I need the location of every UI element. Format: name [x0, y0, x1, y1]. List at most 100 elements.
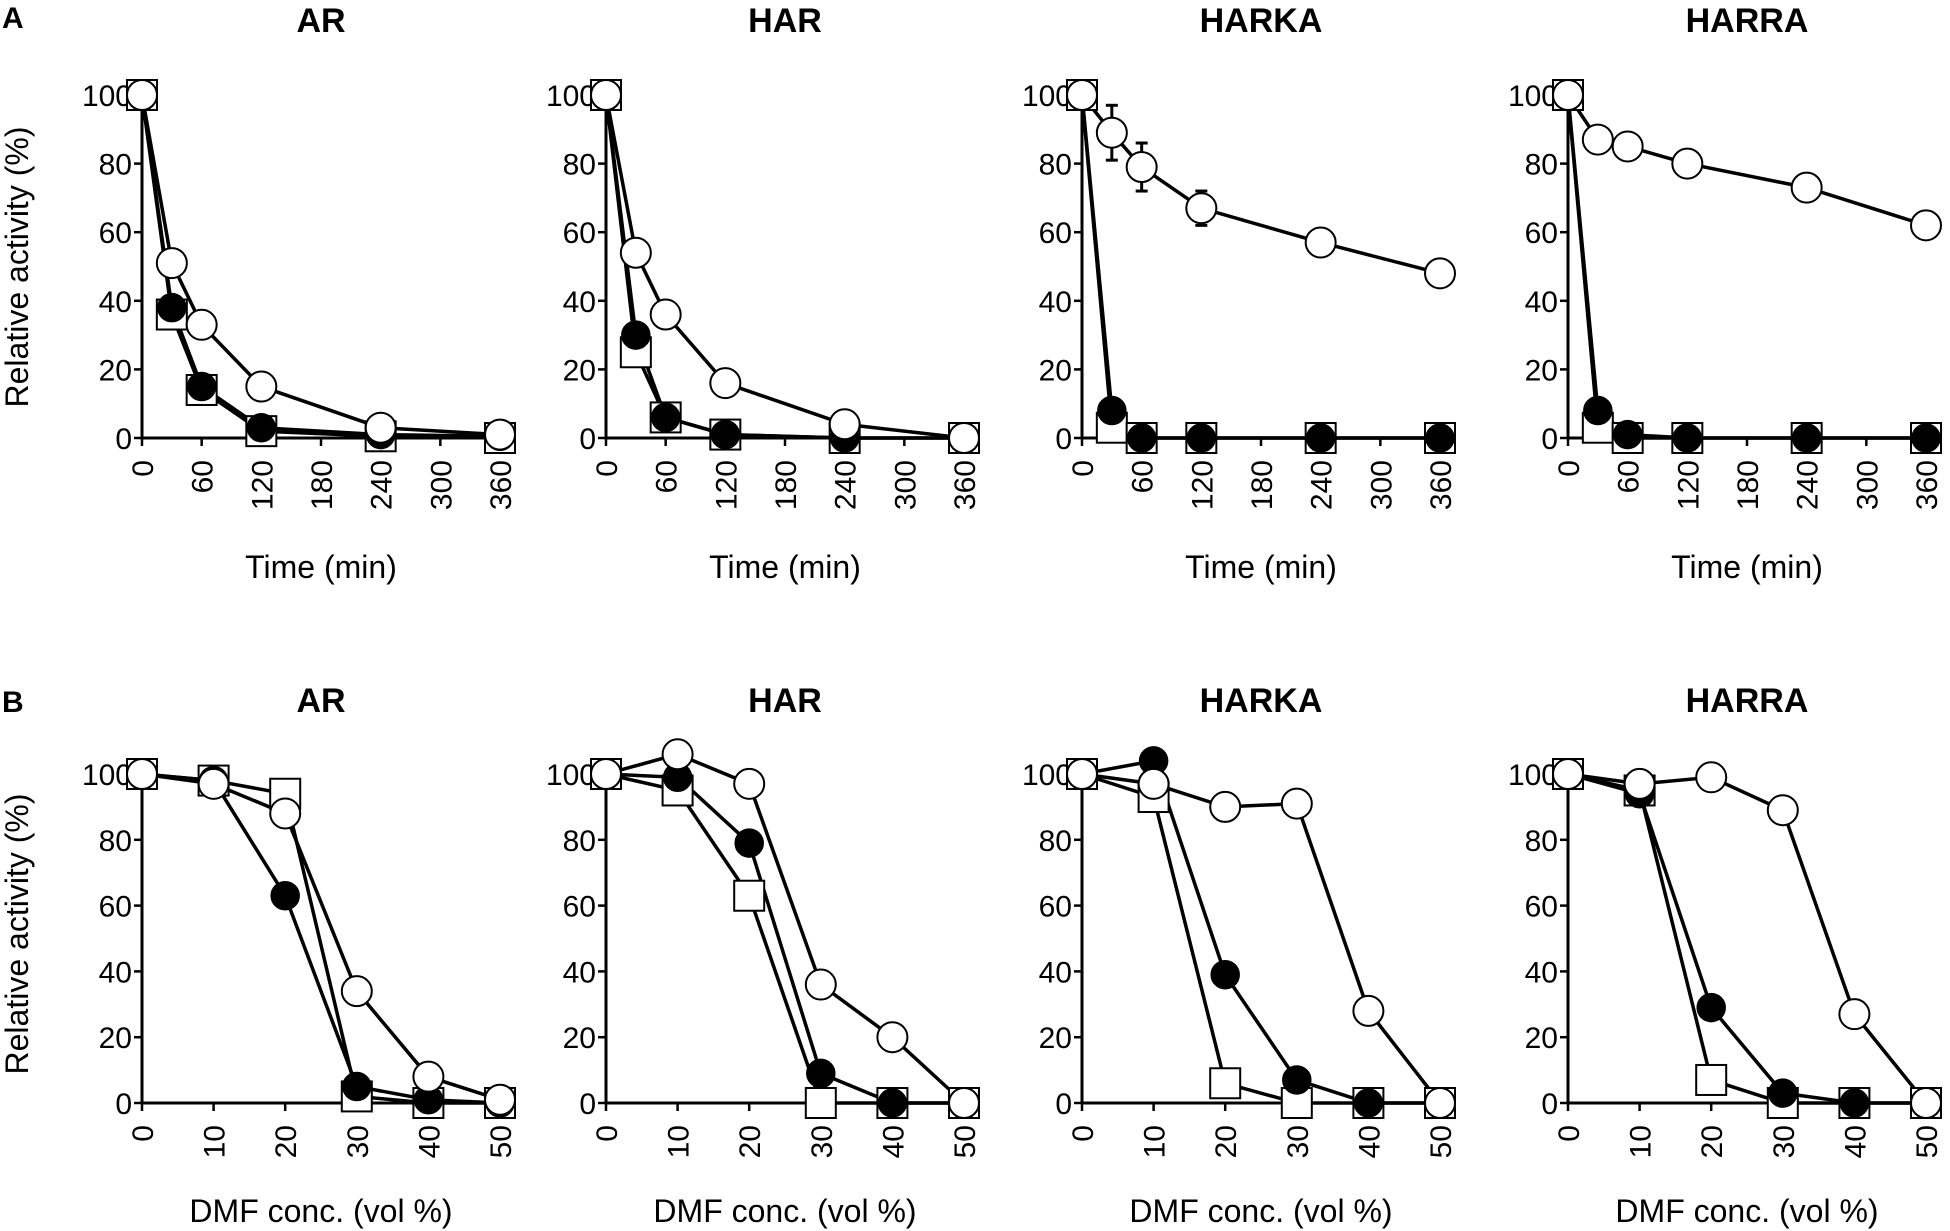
data-point-open-circle	[340, 975, 373, 1008]
data-point-open-circle	[661, 738, 694, 771]
data-point-open-circle	[619, 236, 652, 269]
x-tick-label: 0	[127, 460, 160, 477]
y-axis-label-row-b: Relative activity (%)	[0, 794, 35, 1075]
x-tick-label: 120	[710, 460, 743, 510]
series-line-open-circle	[141, 772, 501, 1102]
chart-title: HARKA	[1200, 2, 1323, 40]
x-tick-label: 0	[1067, 1125, 1100, 1142]
x-tick-label: 240	[366, 460, 399, 510]
data-point-open-circle	[1185, 192, 1218, 225]
x-tick-label: 120	[1672, 460, 1705, 510]
series-line-open-circle	[1567, 772, 1928, 1105]
data-point-filled-circle	[1186, 423, 1217, 453]
y-tick-label: 100	[1022, 80, 1072, 113]
y-tick-label: 80	[99, 149, 132, 182]
x-tick-label: 50	[1425, 1125, 1458, 1158]
series-line-open-square	[1080, 94, 1440, 440]
chart-title: HAR	[748, 682, 822, 720]
series-line-filled-circle	[1567, 772, 1926, 1105]
y-tick-label: 60	[1039, 217, 1072, 250]
y-tick-label: 80	[1039, 149, 1072, 182]
chart-title: AR	[296, 2, 345, 40]
data-point-filled-circle	[1126, 423, 1157, 453]
data-point-open-circle	[1424, 257, 1456, 290]
x-axis-label: DMF conc. (vol %)	[1615, 1193, 1878, 1229]
y-tick-label: 80	[563, 149, 596, 182]
data-point-open-circle	[1137, 767, 1170, 800]
x-tick-label: 0	[1553, 460, 1586, 477]
data-point-open-circle	[1552, 758, 1584, 790]
data-point-square	[1209, 1067, 1242, 1100]
data-point-open-circle	[649, 298, 682, 331]
data-point-open-circle	[1095, 116, 1128, 149]
data-point-filled-circle	[1911, 423, 1941, 453]
chart-b-har: HAR 0 20 40 60 80 100 0 10 20 30 40 50 DMF conc. (vol…	[546, 682, 982, 1229]
data-point-filled-circle	[1672, 423, 1703, 453]
data-point-open-circle	[1910, 209, 1942, 242]
x-axis-label: Time (min)	[245, 549, 397, 585]
y-tick-label: 40	[1039, 286, 1072, 319]
data-point-open-circle	[1838, 998, 1871, 1031]
x-tick-label: 60	[187, 460, 220, 493]
x-tick-label: 360	[1425, 460, 1458, 510]
data-point-open-circle	[1352, 994, 1385, 1027]
data-point-open-circle	[733, 767, 766, 800]
data-point-open-circle	[1766, 794, 1799, 827]
series-line-filled-circle	[1080, 94, 1440, 440]
x-tick-label: 10	[663, 1125, 696, 1158]
y-tick-label: 40	[1039, 956, 1072, 989]
data-point-filled-circle	[1612, 419, 1643, 450]
y-tick-label: 100	[82, 80, 132, 113]
row-label-a: A	[2, 2, 24, 35]
data-point-open-circle	[948, 422, 980, 454]
x-tick-label: 360	[949, 460, 982, 510]
data-point-filled-circle	[1791, 423, 1822, 453]
data-point-open-circle	[1695, 761, 1728, 794]
y-tick-label: 0	[1055, 423, 1072, 456]
data-point-filled-circle	[1305, 423, 1336, 453]
data-point-open-circle	[185, 308, 218, 341]
y-tick-label: 60	[1525, 891, 1558, 924]
data-point-filled-circle	[1210, 959, 1240, 990]
y-tick-label: 20	[563, 1022, 596, 1055]
y-tick-label: 60	[99, 217, 132, 250]
x-tick-label: 120	[1186, 460, 1219, 510]
x-tick-label: 60	[1613, 460, 1646, 493]
data-point-square	[1695, 1063, 1728, 1096]
data-point-open-circle	[484, 1083, 516, 1116]
y-tick-label: 40	[563, 956, 596, 989]
x-axis-label: Time (min)	[1185, 549, 1337, 585]
data-point-filled-circle	[1353, 1088, 1384, 1118]
data-point-filled-circle	[1768, 1078, 1798, 1108]
x-tick-label: 0	[1067, 460, 1100, 477]
data-point-open-circle	[1209, 790, 1242, 823]
x-tick-label: 60	[651, 460, 684, 493]
y-tick-label: 20	[1039, 1022, 1072, 1055]
x-tick-label: 30	[1768, 1125, 1801, 1158]
x-tick-label: 360	[485, 460, 518, 510]
data-point-filled-circle	[1282, 1065, 1312, 1095]
data-point-open-circle	[1304, 226, 1337, 259]
x-tick-label: 60	[1127, 460, 1160, 493]
y-tick-label: 40	[99, 286, 132, 319]
x-axis-label: Time (min)	[709, 549, 861, 585]
series-line-open-square	[1081, 772, 1440, 1105]
data-point-open-circle	[484, 418, 516, 451]
y-tick-label: 0	[1541, 423, 1558, 456]
x-tick-label: 300	[1851, 460, 1884, 510]
y-axis-label-row-a: Relative activity (%)	[0, 127, 35, 408]
data-point-filled-circle	[246, 412, 277, 443]
data-point-filled-circle	[1583, 395, 1613, 426]
series-line-open-square	[141, 772, 500, 1105]
y-tick-label: 20	[99, 354, 132, 387]
data-point-filled-circle	[186, 371, 217, 402]
data-point-filled-circle	[1696, 992, 1726, 1023]
data-point-open-circle	[1910, 1087, 1942, 1119]
x-tick-label: 50	[1911, 1125, 1944, 1158]
series-line-open-circle	[605, 752, 966, 1105]
data-point-square	[733, 879, 766, 912]
y-tick-label: 80	[563, 825, 596, 858]
series-line-open-circle	[1081, 772, 1442, 1105]
data-point-open-circle	[126, 758, 158, 790]
